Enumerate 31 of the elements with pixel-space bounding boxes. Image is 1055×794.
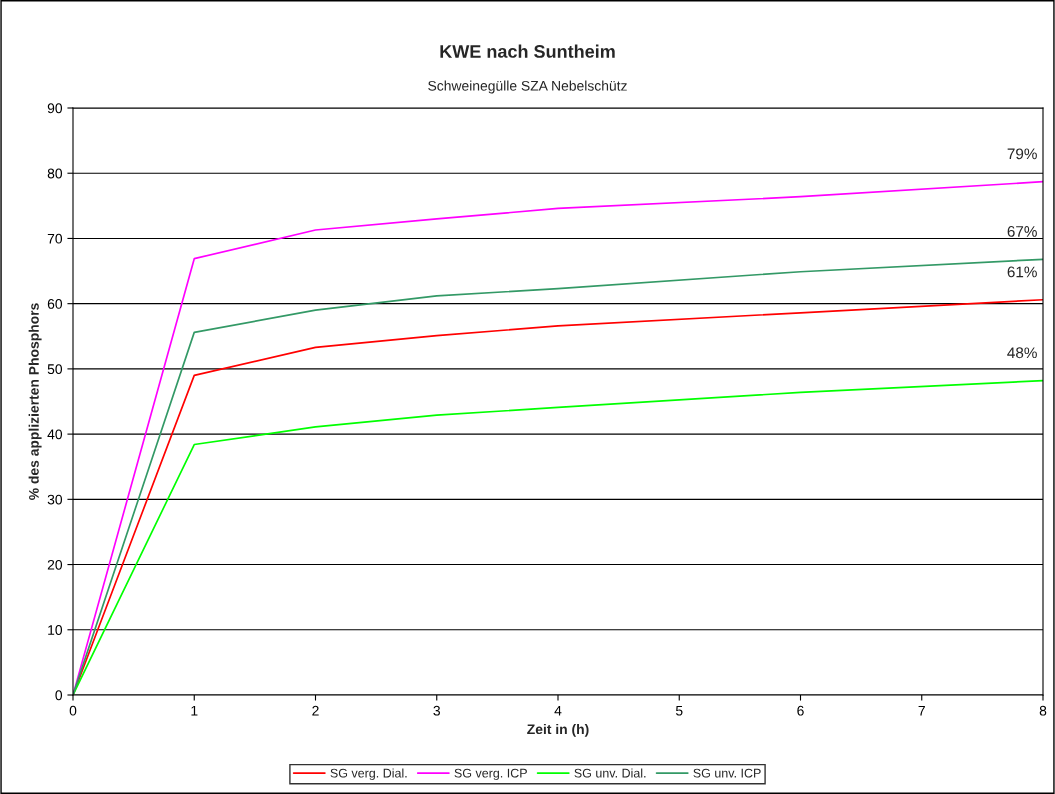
- y-tick-label: 50: [47, 364, 63, 375]
- x-tick-label: 2: [312, 705, 319, 716]
- x-tick-label: 4: [554, 705, 562, 716]
- x-axis-title: Zeit in (h): [527, 723, 589, 737]
- x-tick-label: 1: [191, 705, 198, 716]
- x-tick-label: 7: [918, 705, 925, 716]
- y-tick-label: 30: [47, 494, 63, 505]
- x-tick-label: 5: [675, 705, 683, 716]
- x-tick-label: 3: [433, 705, 440, 716]
- y-tick-label: 80: [47, 168, 63, 179]
- y-tick-label: 0: [55, 690, 63, 701]
- legend-label: SG unv. ICP: [693, 768, 761, 778]
- annotation: 48%: [1007, 347, 1037, 359]
- legend-label: SG verg. ICP: [454, 768, 527, 781]
- y-axis-title: % des applizierten Phosphors: [28, 303, 42, 500]
- legend-label: SG unv. Dial.: [574, 768, 646, 778]
- y-tick-label: 40: [47, 429, 63, 440]
- x-tick-label: 6: [797, 705, 804, 716]
- annotation: 61%: [1007, 266, 1037, 278]
- legend-label: SG verg. Dial.: [330, 768, 407, 781]
- y-tick-label: 90: [47, 103, 63, 114]
- chart-subtitle: Schweinegülle SZA Nebelschütz: [428, 80, 627, 94]
- y-tick-label: 10: [48, 625, 63, 635]
- chart-title: KWE nach Suntheim: [440, 44, 615, 58]
- annotation: 79%: [1007, 148, 1037, 160]
- y-tick-label: 70: [47, 233, 63, 244]
- y-tick-label: 20: [47, 559, 63, 570]
- x-tick-label: 0: [69, 705, 77, 716]
- y-tick-label: 60: [47, 299, 63, 309]
- annotation: 67%: [1007, 226, 1037, 237]
- x-tick-label: 8: [1039, 705, 1047, 716]
